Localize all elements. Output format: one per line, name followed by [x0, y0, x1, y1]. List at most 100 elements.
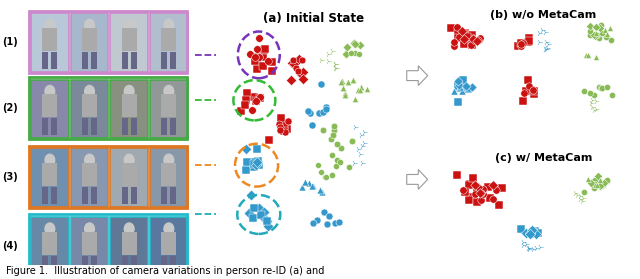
Point	[520, 242, 531, 246]
Point	[588, 98, 598, 102]
FancyBboxPatch shape	[150, 13, 188, 72]
Point	[464, 198, 474, 202]
Point	[259, 215, 269, 220]
FancyBboxPatch shape	[131, 187, 137, 204]
Point	[602, 178, 612, 183]
Point	[586, 100, 596, 105]
Circle shape	[45, 85, 55, 97]
Point	[259, 210, 269, 215]
FancyBboxPatch shape	[42, 118, 49, 135]
Point	[455, 85, 465, 89]
Point	[459, 42, 469, 46]
Point	[298, 77, 308, 82]
Point	[533, 231, 543, 235]
FancyBboxPatch shape	[82, 118, 88, 135]
Point	[241, 168, 252, 173]
Point	[594, 35, 604, 40]
FancyBboxPatch shape	[31, 13, 68, 72]
Point	[591, 25, 602, 29]
Point	[525, 232, 535, 236]
Point	[287, 60, 297, 65]
Point	[577, 199, 587, 203]
Point	[319, 210, 329, 214]
Point	[349, 41, 359, 45]
Point	[467, 33, 477, 37]
Point	[460, 190, 470, 194]
FancyBboxPatch shape	[82, 28, 97, 51]
Point	[308, 183, 318, 188]
Point	[524, 36, 534, 40]
Point	[470, 182, 481, 187]
Point	[307, 123, 317, 128]
Point	[349, 42, 360, 47]
Point	[449, 89, 459, 93]
Point	[252, 47, 262, 52]
Point	[460, 86, 470, 90]
Point	[280, 130, 290, 134]
Point	[260, 47, 271, 51]
Point	[251, 99, 261, 104]
Point	[513, 44, 524, 48]
FancyBboxPatch shape	[131, 256, 137, 273]
Point	[586, 181, 596, 185]
Point	[468, 194, 478, 199]
Point	[477, 192, 488, 196]
Point	[262, 219, 272, 223]
Point	[606, 38, 616, 42]
Point	[595, 178, 605, 182]
Point	[476, 191, 486, 195]
Point	[316, 58, 326, 62]
Point	[263, 223, 273, 228]
FancyBboxPatch shape	[51, 256, 58, 273]
FancyBboxPatch shape	[111, 13, 148, 72]
Point	[589, 108, 599, 112]
Point	[530, 229, 540, 234]
Point	[518, 240, 528, 244]
Point	[483, 185, 493, 189]
Point	[452, 31, 463, 36]
Point	[540, 29, 550, 34]
Point	[358, 129, 369, 134]
FancyBboxPatch shape	[122, 232, 137, 254]
Point	[529, 92, 539, 96]
Point	[291, 66, 301, 70]
Point	[314, 110, 324, 115]
Point	[543, 42, 553, 46]
Point	[523, 40, 533, 45]
Point	[518, 41, 528, 45]
Point	[458, 78, 468, 82]
Point	[588, 179, 598, 184]
Point	[312, 163, 323, 168]
Point	[249, 95, 259, 100]
Point	[240, 103, 250, 107]
Point	[347, 139, 357, 143]
Point	[590, 182, 600, 186]
FancyBboxPatch shape	[42, 232, 58, 254]
Point	[519, 91, 529, 95]
Circle shape	[84, 19, 94, 31]
FancyBboxPatch shape	[161, 232, 177, 254]
FancyBboxPatch shape	[91, 118, 97, 135]
Point	[298, 70, 308, 74]
Point	[323, 58, 333, 63]
Point	[355, 43, 365, 47]
Point	[458, 188, 468, 193]
Point	[355, 133, 365, 137]
Point	[456, 29, 467, 34]
Circle shape	[45, 223, 55, 235]
Circle shape	[45, 19, 55, 31]
Point	[528, 230, 538, 235]
FancyBboxPatch shape	[91, 256, 97, 273]
Point	[467, 43, 477, 47]
Point	[276, 116, 287, 121]
Point	[250, 55, 260, 59]
Point	[590, 178, 600, 182]
Point	[248, 216, 259, 220]
Circle shape	[124, 154, 134, 166]
FancyBboxPatch shape	[51, 187, 58, 204]
Point	[356, 144, 367, 148]
Point	[492, 187, 502, 192]
Point	[317, 110, 328, 114]
Point	[529, 89, 540, 93]
FancyBboxPatch shape	[71, 13, 108, 72]
